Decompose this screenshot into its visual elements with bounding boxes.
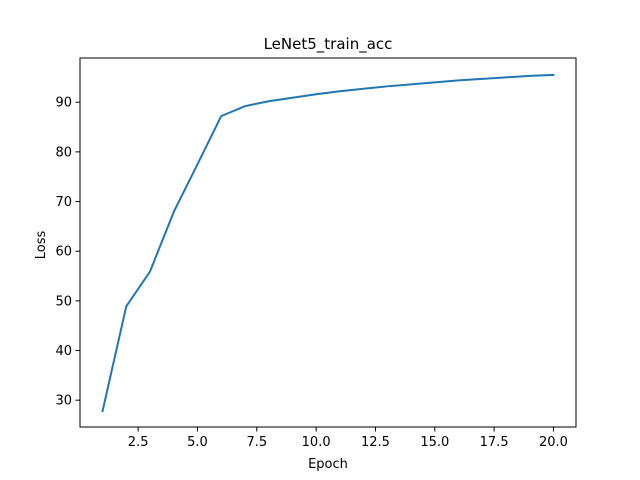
y-tick-label: 80 [55,145,72,160]
axes: 2.5 5.0 7.5 10.0 12.5 15.0 17.5 20.0 30 40 50 60 70 8… [55,57,577,450]
axes-frame [79,57,577,428]
x-tick-label: 12.5 [361,435,390,450]
y-tick-label: 30 [55,394,72,409]
series-line-0 [101,73,555,413]
chart-title: LeNet5_train_acc [264,35,393,54]
plot-area [101,73,555,413]
x-axis-label: Epoch [308,457,348,472]
x-tick-label: 20.0 [539,435,568,450]
y-tick-label: 90 [55,96,72,111]
y-tick-label: 50 [55,294,72,309]
y-tick-label: 70 [55,195,72,210]
x-tick-label: 7.5 [246,435,267,450]
x-tick-label: 15.0 [420,435,449,450]
x-tick-label: 5.0 [187,435,208,450]
x-tick-label: 2.5 [128,435,149,450]
y-axis-label: Loss [34,231,49,260]
y-tick-label: 60 [55,245,72,260]
x-tick-label: 10.0 [302,435,331,450]
y-tick-label: 40 [55,344,72,359]
x-tick-label: 17.5 [480,435,509,450]
